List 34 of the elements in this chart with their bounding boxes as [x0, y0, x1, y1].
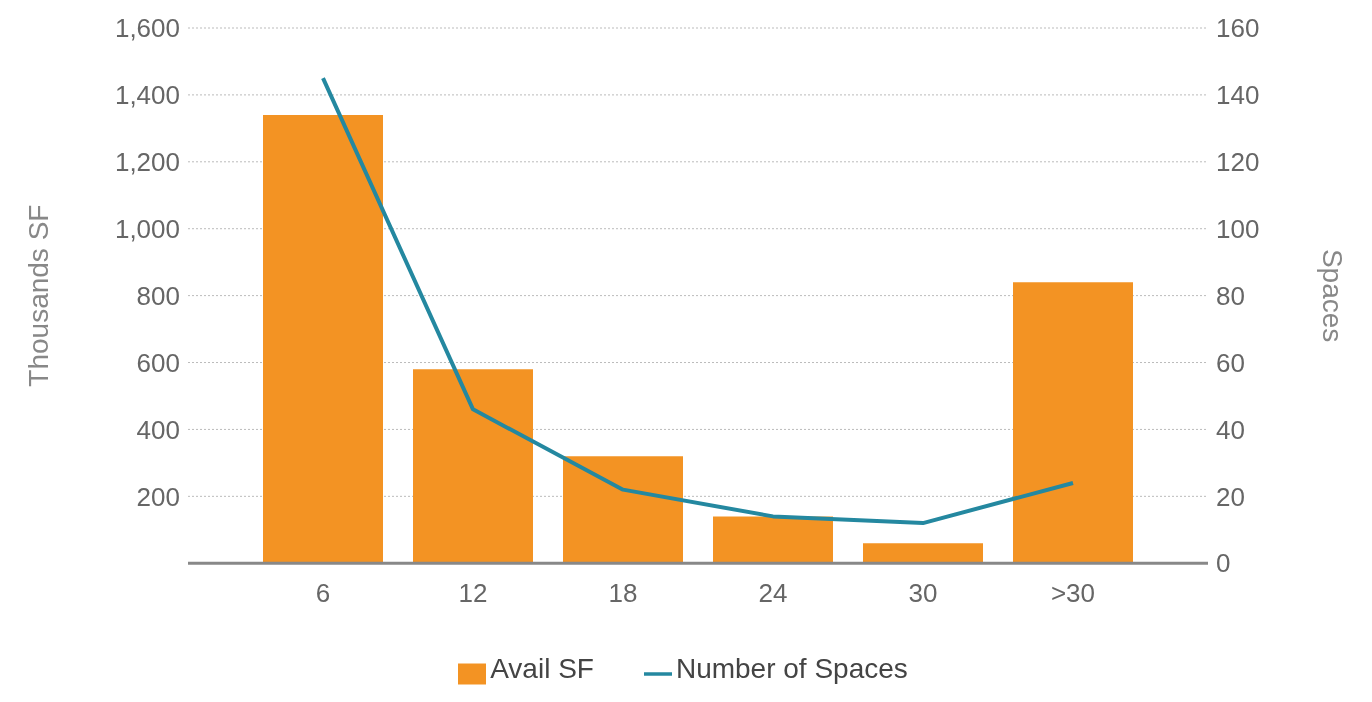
x-tick-label: 18 — [608, 577, 638, 608]
y2-tick-label: 120 — [1216, 147, 1260, 178]
y-tick-label: 1,600 — [114, 13, 180, 44]
bar — [863, 543, 983, 564]
x-tick-label: 6 — [315, 577, 331, 608]
y2-axis-title: Spaces — [1317, 248, 1349, 343]
y-tick-label: 800 — [136, 280, 180, 311]
bar — [413, 369, 533, 564]
x-tick-label: 24 — [758, 577, 788, 608]
bar — [563, 456, 683, 564]
y-axis-title: Thousands SF — [22, 204, 54, 387]
y2-tick-label: 80 — [1216, 280, 1245, 311]
y2-tick-label: 20 — [1216, 481, 1245, 512]
x-tick-label: >30 — [1050, 577, 1096, 608]
y-tick-label: 1,200 — [114, 147, 180, 178]
y2-tick-label: 100 — [1216, 213, 1260, 244]
y-tick-label: 1,000 — [114, 213, 180, 244]
y-tick-label: 600 — [136, 347, 180, 378]
y-tick-label: 1,400 — [114, 80, 180, 111]
y2-tick-label: 140 — [1216, 80, 1260, 111]
y2-tick-label: 40 — [1216, 414, 1245, 445]
y2-tick-label: 0 — [1216, 548, 1231, 579]
y2-tick-label: 60 — [1216, 347, 1245, 378]
line-series — [321, 76, 1075, 526]
y-tick-label: 400 — [136, 414, 180, 445]
bar — [713, 516, 833, 564]
legend-label: Number of Spaces — [675, 653, 908, 685]
y-tick-label: 200 — [136, 481, 180, 512]
x-tick-label: 12 — [458, 577, 488, 608]
x-tick-label: 30 — [908, 577, 938, 608]
bar — [263, 114, 383, 564]
legend-label: Avail SF — [490, 653, 594, 685]
bar — [1013, 282, 1133, 564]
y2-tick-label: 160 — [1216, 13, 1260, 44]
